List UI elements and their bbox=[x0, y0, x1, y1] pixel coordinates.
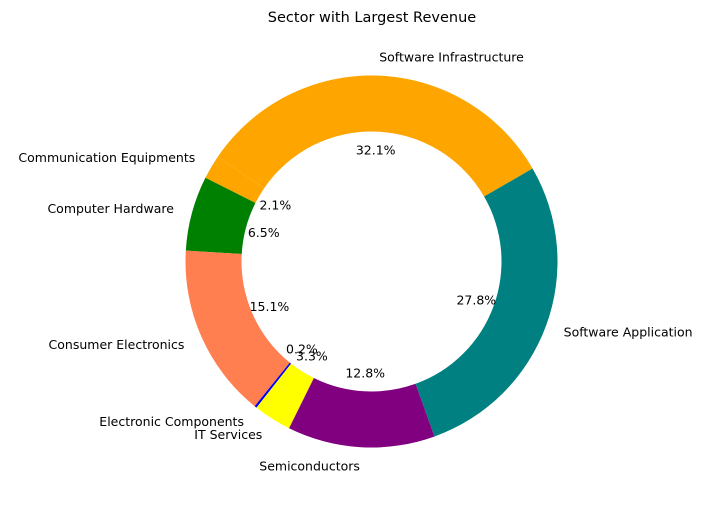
pct-consumer-electronics: 15.1% bbox=[250, 299, 290, 314]
slice-labels: Software Infrastructure Communication Equ… bbox=[18, 50, 692, 474]
pct-software-infrastructure: 32.1% bbox=[356, 142, 396, 157]
slice-software-application bbox=[415, 168, 558, 437]
label-software-infrastructure: Software Infrastructure bbox=[379, 50, 524, 65]
label-software-application: Software Application bbox=[564, 324, 693, 339]
label-computer-hardware: Computer Hardware bbox=[47, 201, 174, 216]
label-it-services: IT Services bbox=[194, 427, 262, 442]
chart-title: Sector with Largest Revenue bbox=[268, 10, 476, 26]
donut-slices bbox=[185, 75, 558, 448]
slice-communication-equipments bbox=[205, 156, 265, 203]
slice-it-services bbox=[256, 363, 314, 429]
pct-software-application: 27.8% bbox=[456, 292, 496, 307]
slice-semiconductors bbox=[289, 378, 435, 448]
label-electronic-components: Electronic Components bbox=[99, 414, 244, 429]
pct-it-services: 3.3% bbox=[296, 348, 328, 363]
slice-electronic-components bbox=[254, 362, 292, 408]
slice-software-infrastructure bbox=[217, 75, 533, 197]
slice-computer-hardware bbox=[185, 177, 256, 254]
slice-percentages: 32.1% 2.1% 6.5% 15.1% 0.2%3.3% 12.8% 27.8% bbox=[248, 142, 496, 380]
pct-computer-hardware: 6.5% bbox=[248, 225, 280, 240]
pct-semiconductors: 12.8% bbox=[345, 365, 385, 380]
pct-communication-equipments: 2.1% bbox=[259, 197, 291, 212]
label-semiconductors: Semiconductors bbox=[259, 458, 360, 473]
slice-consumer-electronics bbox=[185, 250, 290, 407]
pct-electronic-components: 0.2% bbox=[286, 341, 318, 356]
label-consumer-electronics: Consumer Electronics bbox=[49, 337, 185, 352]
label-communication-equipments: Communication Equipments bbox=[18, 150, 195, 165]
